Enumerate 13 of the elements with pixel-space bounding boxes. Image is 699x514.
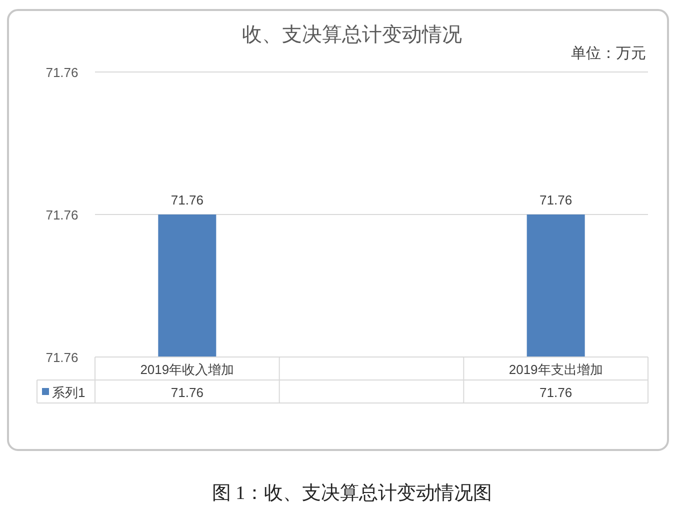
data-label: 71.76 <box>540 385 572 400</box>
y-tick-label: 71.76 <box>46 350 78 365</box>
legend-label: 系列1 <box>52 385 86 400</box>
text: 单位：万元 <box>571 45 646 62</box>
caption: 图 1：收、支决算总计变动情况图 <box>212 482 492 504</box>
x-tick-label: 2019年收入增加 <box>140 362 234 377</box>
chart-title: 收、支决算总计变动情况 <box>242 24 462 46</box>
y-tick-label: 71.76 <box>46 65 78 80</box>
data-label: 71.76 <box>170 385 204 400</box>
annotation: 71.76 <box>170 192 204 208</box>
y-tick-label: 71.76 <box>46 208 78 222</box>
annotation: 71.76 <box>540 192 572 208</box>
x-tick-label: 2019年支出增加 <box>508 362 603 377</box>
